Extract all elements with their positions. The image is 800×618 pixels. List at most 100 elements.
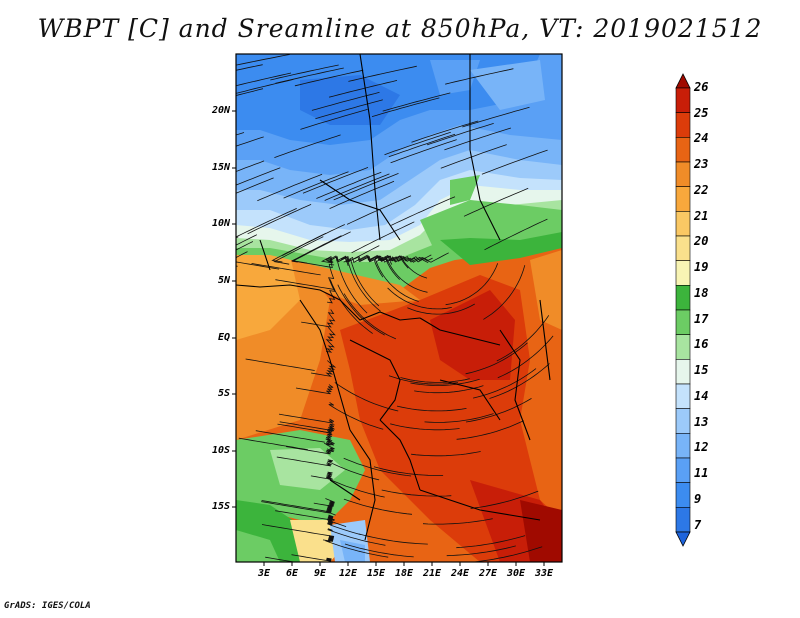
colorbar-label: 13 (694, 415, 709, 429)
streamline (275, 67, 344, 84)
streamline (329, 279, 373, 334)
chart-title: WBPT [C] and Sreamline at 850hPa, VT: 20… (37, 14, 763, 43)
streamline (327, 263, 336, 304)
credit-text: GrADS: IGES/COLA (4, 601, 91, 611)
lon-label: 27E (478, 568, 498, 579)
lat-label: 10N (211, 218, 230, 229)
streamline (275, 510, 335, 521)
streamline (445, 263, 499, 306)
streamline (236, 241, 254, 267)
streamline (291, 554, 332, 562)
streamline (316, 171, 382, 199)
streamline (344, 543, 414, 558)
streamline (311, 91, 380, 111)
streamline (270, 64, 339, 81)
streamline (301, 309, 336, 328)
streamline (354, 255, 400, 280)
streamline (343, 498, 413, 515)
streamline (236, 136, 264, 147)
streamline (331, 256, 368, 314)
streamline (279, 421, 335, 432)
streamline (236, 236, 239, 239)
colorbar-label: 11 (694, 466, 709, 480)
colorbar-label: 20 (694, 234, 709, 248)
streamline (411, 451, 481, 457)
streamline (359, 255, 409, 269)
streamline (390, 139, 457, 164)
streamline (265, 556, 297, 562)
streamline (373, 466, 444, 476)
streamline (376, 254, 432, 263)
streamline (327, 520, 361, 535)
lat-label: 5S (217, 388, 230, 399)
streamline (251, 263, 321, 276)
streamline (337, 284, 385, 336)
streamline (414, 385, 484, 394)
streamline (277, 423, 333, 434)
streamline (294, 69, 364, 87)
wbpt-field (236, 54, 562, 562)
streamline (387, 287, 452, 310)
streamline (286, 446, 332, 455)
streamline (444, 127, 512, 151)
streamline (327, 459, 380, 481)
streamline (255, 430, 325, 443)
streamline (236, 251, 280, 270)
streamline (324, 432, 335, 446)
streamline (295, 384, 334, 395)
colorbar-bin (675, 235, 691, 261)
lat-label: 5N (217, 275, 230, 286)
country-borders (236, 54, 551, 541)
streamline (236, 234, 258, 246)
streamlines (236, 54, 554, 562)
streamline (324, 173, 390, 201)
lat-label: 10S (211, 445, 230, 456)
colorbar-label: 17 (694, 312, 709, 326)
streamline (329, 80, 398, 98)
streamline (465, 398, 532, 423)
streamline (325, 327, 336, 353)
lon-label: 30E (506, 568, 526, 579)
colorbar-label: 18 (694, 286, 709, 300)
streamline (456, 420, 524, 440)
streamline (274, 134, 341, 158)
streamline (388, 133, 456, 158)
colorbar-bin (675, 161, 691, 187)
streamline (424, 413, 494, 423)
streamline (236, 64, 263, 71)
lon-label: 3E (257, 568, 271, 579)
streamline (236, 132, 245, 136)
streamline (261, 500, 331, 513)
streamline (463, 187, 529, 217)
streamline (371, 97, 440, 117)
streamline (328, 402, 384, 430)
streamline (247, 204, 312, 235)
lon-label: 33E (534, 568, 554, 579)
lon-label: 15E (366, 568, 386, 579)
colorbar-label: 23 (694, 157, 709, 171)
lat-label: EQ (217, 332, 230, 343)
streamline (245, 358, 315, 371)
streamline (302, 167, 369, 194)
streamline (484, 218, 548, 251)
lon-label: 12E (338, 568, 358, 579)
colorbar-label: 16 (694, 337, 709, 351)
axis-ticks (232, 110, 545, 566)
colorbar-bin (675, 260, 691, 286)
lon-label: 24E (450, 568, 470, 579)
streamline (473, 546, 543, 562)
streamline (446, 545, 516, 557)
streamline (489, 363, 550, 399)
streamline (325, 540, 389, 558)
streamline (481, 149, 548, 175)
colorbar-bottom-arrow (675, 531, 691, 547)
colorbar-bin (675, 359, 691, 385)
colorbar-label: 9 (694, 492, 702, 506)
colorbar-label: 21 (694, 209, 709, 223)
colorbar-bin (675, 112, 691, 138)
streamline (236, 54, 290, 66)
streamline (236, 160, 265, 172)
colorbar-bin (675, 507, 691, 533)
lon-label: 9E (313, 568, 327, 579)
streamline (473, 368, 537, 399)
